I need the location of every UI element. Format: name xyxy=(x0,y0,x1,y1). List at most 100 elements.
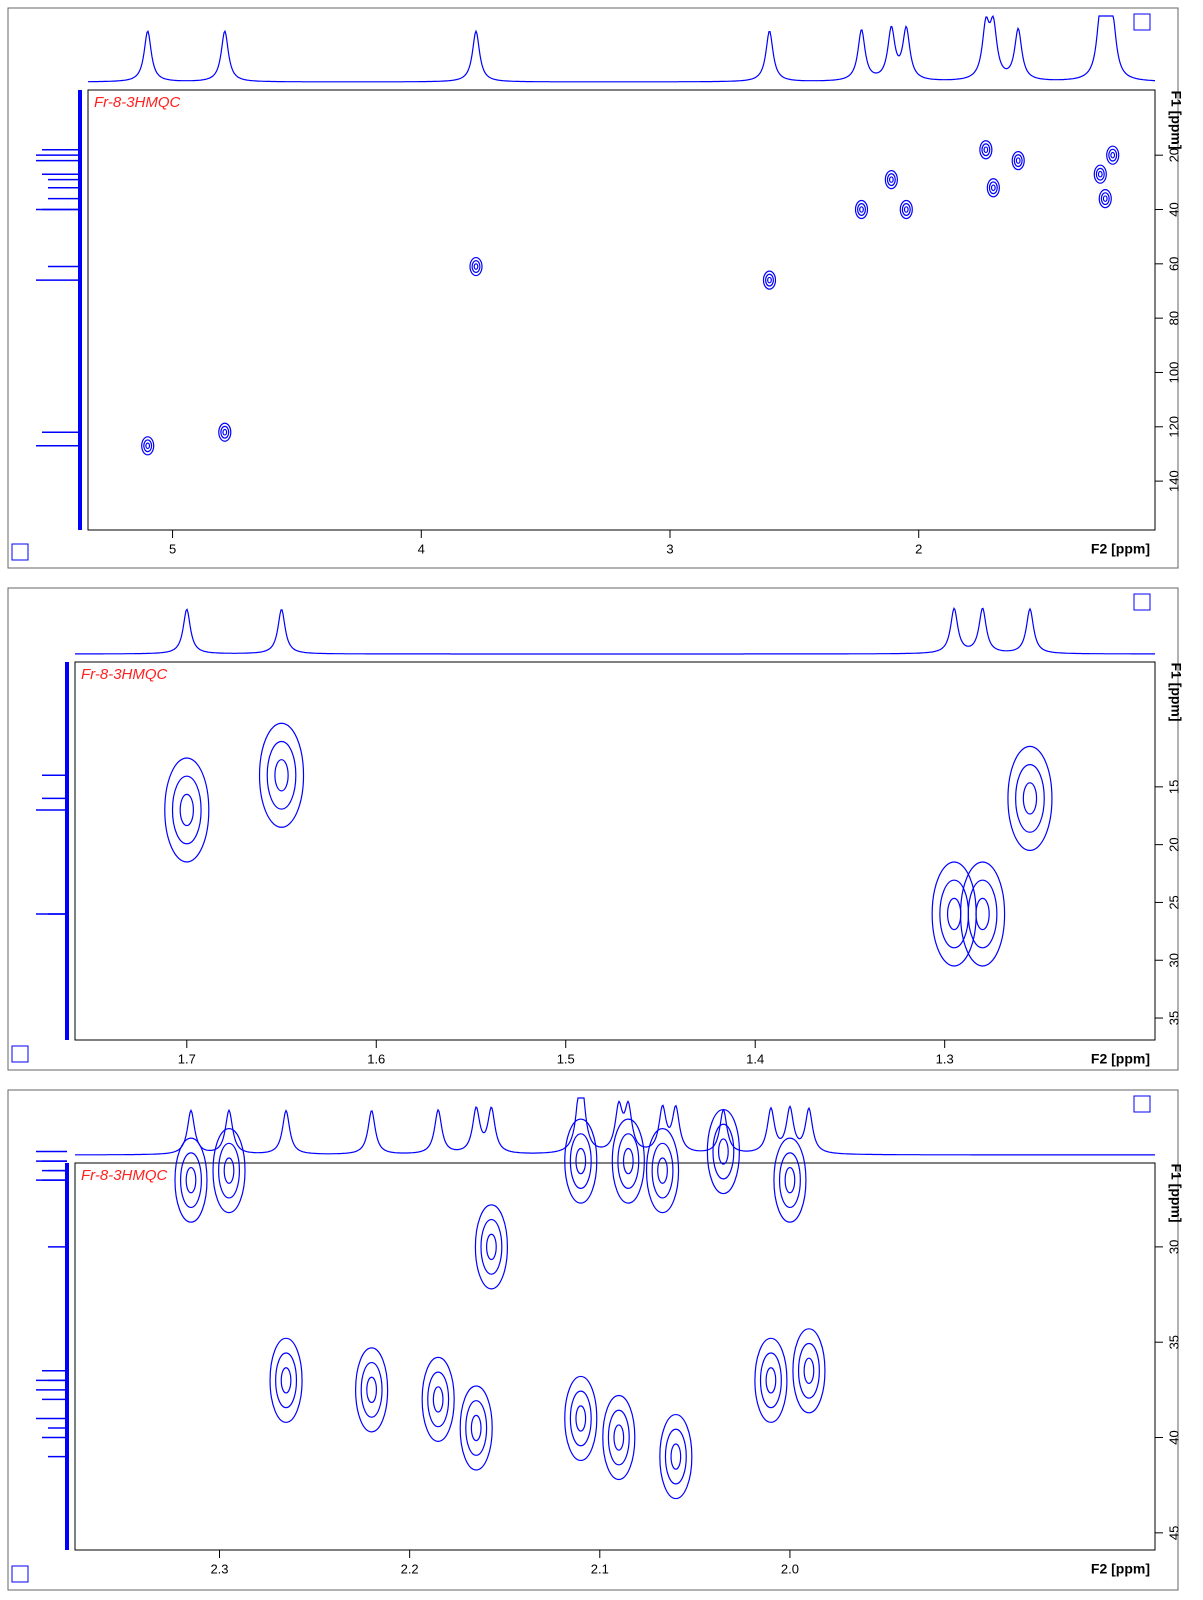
cross-peak-contour xyxy=(754,1337,788,1423)
cross-peak-contour xyxy=(712,1123,735,1180)
cross-peak-contour xyxy=(185,1166,197,1194)
spectrum-title: Fr-8-3HMQC xyxy=(94,94,181,111)
plot-frame xyxy=(87,89,1156,531)
cross-peak-contour xyxy=(486,1233,497,1261)
cross-peak-contour xyxy=(792,1328,826,1414)
cross-peak-contour xyxy=(1108,148,1118,162)
y-tick-label: 35 xyxy=(1166,1011,1181,1025)
cross-peak-contour xyxy=(1007,745,1053,852)
cross-peak-contour xyxy=(857,203,867,216)
y-tick-label: 15 xyxy=(1166,780,1181,794)
panel-frame xyxy=(7,587,1179,1071)
cross-peak-contour xyxy=(613,1424,625,1451)
cross-peak-contour xyxy=(145,442,151,450)
y-tick-label: 20 xyxy=(1166,837,1181,851)
cross-peak-contour xyxy=(886,173,896,187)
f2-projection xyxy=(75,606,1155,655)
panel-frame xyxy=(7,1089,1179,1591)
corner-icon xyxy=(1133,13,1151,31)
y-tick-label: 100 xyxy=(1166,362,1181,384)
cross-peak-contour xyxy=(1095,167,1105,181)
cross-peak-contour xyxy=(141,436,155,456)
cross-peak-contour xyxy=(564,1118,598,1204)
cross-peak-contour xyxy=(171,775,202,845)
x-tick-label: 2.0 xyxy=(781,1561,799,1576)
cross-peak-contour xyxy=(143,439,153,453)
cross-peak-contour xyxy=(901,203,911,216)
cross-peak-contour xyxy=(569,1390,592,1447)
y-tick-label: 20 xyxy=(1166,148,1181,162)
x-axis-label: F2 [ppm] xyxy=(1091,1561,1150,1577)
cross-peak-contour xyxy=(164,757,210,863)
cross-peak-contour xyxy=(174,1137,208,1223)
x-tick-label: 2.2 xyxy=(401,1561,419,1576)
y-tick-label: 140 xyxy=(1166,470,1181,492)
cross-peak-contour xyxy=(657,1157,668,1184)
cross-peak-contour xyxy=(607,1409,630,1466)
cross-peak-contour xyxy=(767,276,772,284)
cross-peak-contour xyxy=(360,1361,383,1418)
cross-peak-contour xyxy=(427,1371,450,1428)
y-axis-label: F1 [ppm] xyxy=(1168,1163,1184,1222)
x-tick-label: 1.3 xyxy=(936,1051,954,1066)
cross-peak-contour xyxy=(465,1400,488,1456)
cross-peak-contour xyxy=(473,263,479,270)
cross-peak-contour xyxy=(1011,151,1025,171)
cross-peak-contour xyxy=(366,1376,378,1404)
cross-peak-contour xyxy=(899,199,913,220)
cross-peak-contour xyxy=(569,1133,592,1189)
cross-peak-contour xyxy=(706,1108,740,1195)
f2-projection xyxy=(75,1097,1155,1156)
cross-peak-contour xyxy=(179,793,194,827)
cross-peak-contour xyxy=(280,1367,292,1394)
cross-peak-contour xyxy=(1013,154,1023,168)
cross-peak-contour xyxy=(903,206,909,213)
cross-peak-contour xyxy=(1015,157,1021,164)
cross-peak-contour xyxy=(765,1367,777,1394)
cross-peak-contour xyxy=(659,1413,693,1500)
cross-peak-contour xyxy=(212,1128,246,1214)
cross-peak-contour xyxy=(223,1157,235,1184)
cross-peak-contour xyxy=(959,861,1006,967)
cross-peak-contour xyxy=(602,1394,636,1481)
y-tick-label: 80 xyxy=(1166,311,1181,325)
cross-peak-contour xyxy=(474,1204,509,1290)
cross-peak-contour xyxy=(859,206,864,213)
cross-peak-contour xyxy=(222,428,228,436)
cross-peak-contour xyxy=(355,1347,389,1433)
cross-peak-contour xyxy=(470,1414,482,1442)
cross-peak-contour xyxy=(469,256,483,277)
plot-frame xyxy=(74,1162,1156,1551)
cross-peak-contour xyxy=(664,1428,687,1485)
cross-peak-contour xyxy=(939,879,970,949)
cross-peak-contour xyxy=(1106,145,1120,165)
cross-peak-contour xyxy=(611,1118,645,1204)
cross-peak-contour xyxy=(784,1166,796,1194)
cross-peak-contour xyxy=(274,759,289,792)
spectrum-title: Fr-8-3HMQC xyxy=(81,666,168,683)
cross-peak-contour xyxy=(717,1138,729,1165)
x-tick-label: 1.4 xyxy=(746,1051,764,1066)
cross-peak-contour xyxy=(1093,164,1107,184)
cross-peak-contour xyxy=(617,1133,640,1189)
cross-peak-contour xyxy=(773,1137,807,1223)
x-tick-label: 2 xyxy=(915,541,922,556)
cross-peak-contour xyxy=(967,879,998,949)
cross-peak-contour xyxy=(471,260,481,273)
cross-peak-contour xyxy=(764,273,774,287)
cross-peak-contour xyxy=(975,897,990,931)
y-tick-label: 60 xyxy=(1166,257,1181,271)
cross-peak-contour xyxy=(1022,782,1038,815)
cross-peak-contour xyxy=(888,176,894,183)
corner-icon xyxy=(11,543,29,561)
cross-peak-contour xyxy=(762,270,777,290)
f2-projection xyxy=(88,15,1155,83)
corner-icon xyxy=(11,1045,29,1063)
x-tick-label: 3 xyxy=(666,541,673,556)
y-tick-label: 30 xyxy=(1166,1240,1181,1254)
y-tick-label: 45 xyxy=(1166,1526,1181,1540)
y-tick-label: 35 xyxy=(1166,1335,1181,1349)
corner-icon xyxy=(11,1565,29,1583)
cross-peak-contour xyxy=(990,184,996,192)
x-tick-label: 1.5 xyxy=(557,1051,575,1066)
